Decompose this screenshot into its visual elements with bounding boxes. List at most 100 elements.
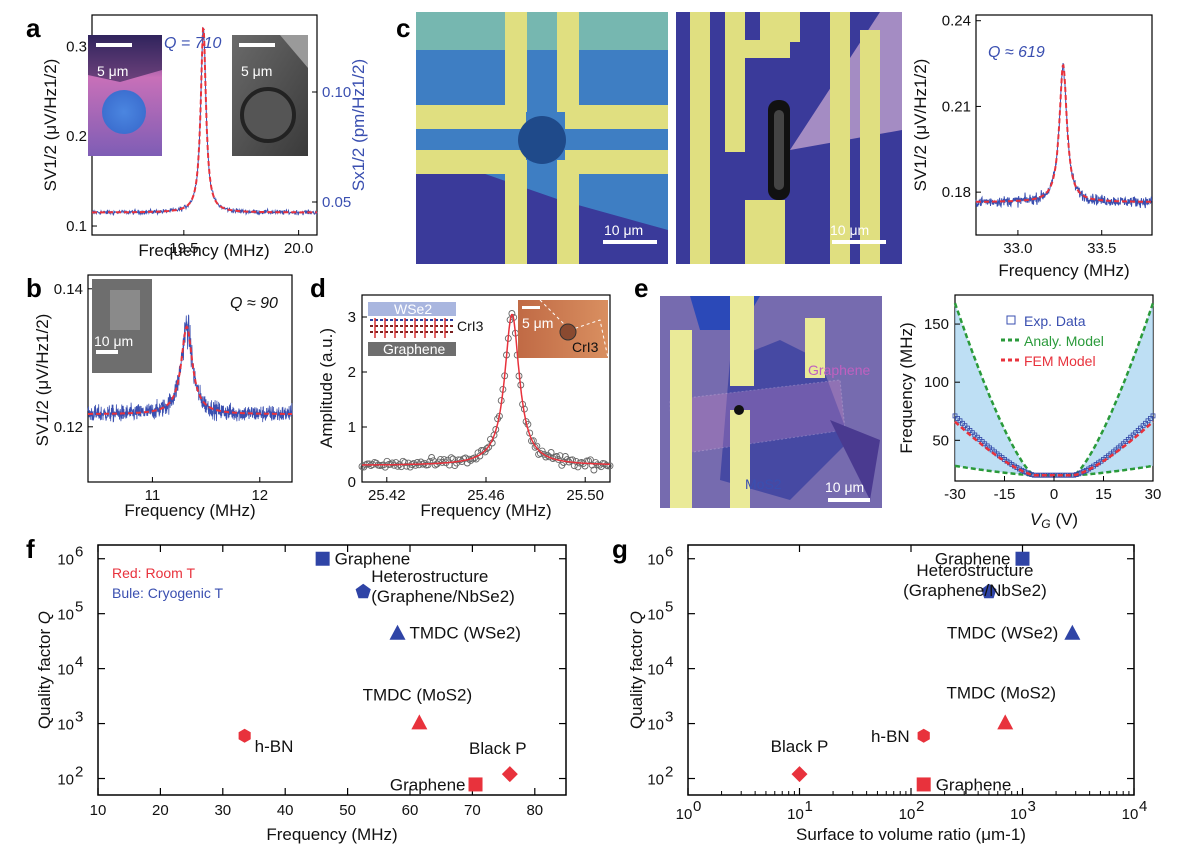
data-point-label: Graphene [935,550,1011,569]
panel-g: 10 210 310 410 510 610 0 10 1 10 2 10 3 10 4GrapheneHe… [627,544,1147,844]
y-tick-label: 100 [924,374,949,391]
plot-area: 11 12 0.12 0.14 [54,281,293,504]
panel-label-c: c [396,13,410,43]
x-tick-exponent: 0 [693,798,701,815]
scale-bar [603,240,657,244]
data-point [545,453,553,461]
data-point-label: (Graphene/NbSe2) [371,587,515,606]
y-tick-exponent: 5 [665,599,673,616]
x-tick-label: 30 [214,802,231,819]
layer-schematic: WSe2 CrI3 Graphene [368,301,484,357]
quality-factor-annotation: Q = 710 [164,35,221,52]
y-tick-exponent: 2 [665,764,673,781]
x-tick-label: 12 [251,487,268,504]
scale-bar-label: 10 μm [604,222,643,238]
legend-label: FEM Model [1024,353,1096,369]
scale-bar-label: 10 μm [830,222,869,238]
x-tick-label: 20.0 [284,240,313,257]
panel-label-b: b [26,273,42,303]
plot-frame [975,14,1153,236]
y-tick-label: 50 [932,432,949,449]
data-point-label: TMDC (WSe2) [410,624,521,643]
y-tick-exponent: 3 [75,709,83,726]
data-series-trace [975,63,1153,209]
x-tick-label: 10 [787,806,804,823]
panel-c-plot: 33.0 33.5 0.18 0.21 0.24 Q ≈ 619 Frequency (… [911,13,1153,280]
scale-bar [239,43,275,47]
data-point-hexagon [917,728,930,743]
scale-bar [828,498,870,502]
data-point [424,461,432,469]
mos2-label: MoS2 [745,476,782,492]
data-point [394,462,402,470]
data-point-label: Graphene [335,550,411,569]
scale-bar [96,43,132,47]
y-axis-label: Amplitude (a.u.) [317,328,336,448]
layer-label-middle: CrI3 [457,318,484,334]
y-axis-label: Quality factor Q [627,611,646,729]
data-point [590,466,598,474]
data-point-diamond [501,766,518,783]
x-tick-label: 25.50 [566,487,604,504]
data-point [556,452,564,460]
data-point-square [315,551,330,566]
legend-label: Analy. Model [1024,333,1104,349]
data-point [483,445,491,452]
panel-label-d: d [310,273,326,303]
inset-sem-image: 10 μm [92,279,152,373]
y-tick-label: 10 [647,607,664,624]
x-tick-label: 20 [152,802,169,819]
plot-area: 25.42 25.46 25.50 0 1 2 3 [348,309,614,504]
data-point-square [916,777,931,792]
exp-data-point [1140,423,1146,429]
data-point [417,458,425,466]
scale-bar [522,306,540,309]
right-y-tick-label: 0.05 [322,194,351,211]
data-point-square [468,777,483,792]
y-tick-label: 0.3 [66,38,87,55]
data-point-label: TMDC (WSe2) [947,624,1058,643]
data-point [547,449,555,456]
legend-label-room: Red: Room T [112,565,195,581]
y-tick-exponent: 5 [75,599,83,616]
data-point-pentagon [981,583,997,599]
y-tick-label: 10 [57,552,74,569]
plot-area: -30 -15 0 15 30 50 100 150 [924,302,1161,503]
y-tick-label: 10 [647,717,664,734]
panel-label-e: e [634,273,648,303]
quality-factor-annotation: Q ≈ 90 [230,295,278,312]
panel-b: 11 12 0.12 0.14 10 μm Q ≈ 90 Frequency (MHz… [33,274,293,520]
data-point-hexagon [238,728,251,743]
x-tick-label: -15 [994,486,1016,503]
graphene-label: Graphene [808,362,870,378]
scale-bar [832,240,886,244]
inset-sem-image: 5 μm [232,35,308,156]
exp-data-point [1148,415,1153,421]
data-point [606,462,614,470]
x-tick-label: 0 [1050,486,1058,503]
y-tick-label: 1 [348,419,356,436]
x-tick-label: 25.46 [467,487,505,504]
exp-data-point [952,413,958,419]
data-point [388,459,396,467]
y-tick-label: 10 [57,772,74,789]
y-tick-label: 0.18 [942,184,971,201]
scale-bar-label: 5 μm [522,315,553,331]
x-tick-label: 33.5 [1087,240,1116,257]
data-point-triangle [1064,624,1081,640]
x-tick-label: 40 [277,802,294,819]
data-point-triangle [389,624,406,640]
inset-optical-image: 5 μm CrI3 [518,299,609,359]
data-point [401,459,409,467]
data-point [392,459,400,467]
y-axis-label: SV1/2 (μV/Hz1/2) [41,59,60,192]
x-tick-label: 10 [90,802,107,819]
exp-data-point [960,420,965,426]
x-tick-label: 33.0 [1003,240,1032,257]
scale-bar-label: 5 μm [97,63,128,79]
data-point [481,448,489,456]
data-point [531,443,539,451]
data-point-pentagon [355,583,371,599]
legend-label: Exp. Data [1024,313,1086,329]
data-point [588,461,596,469]
